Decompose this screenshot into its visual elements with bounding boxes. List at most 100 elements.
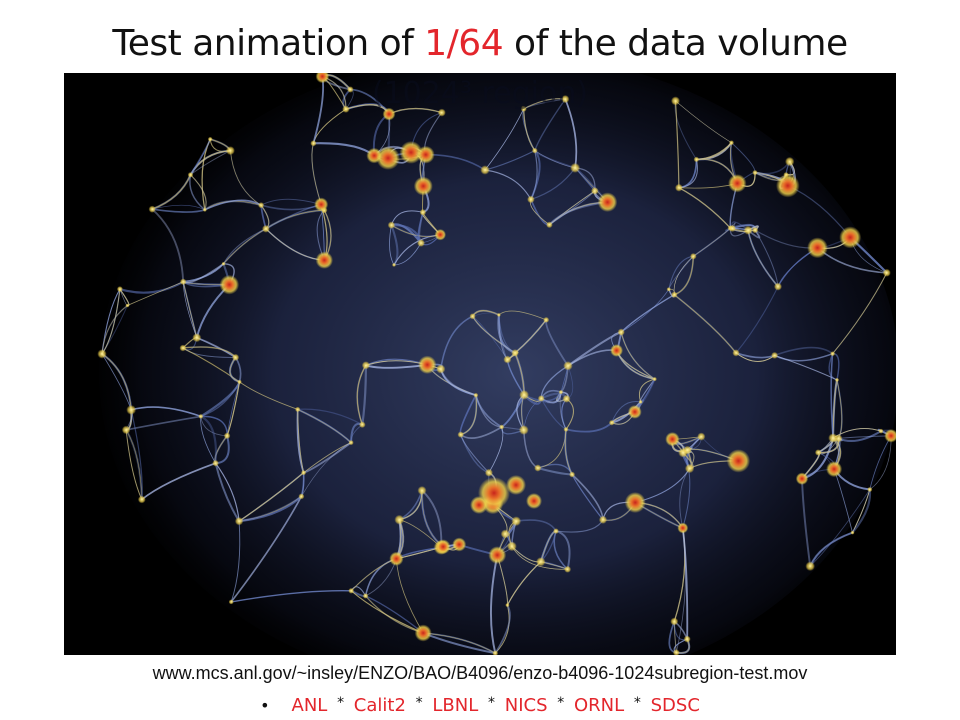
filament-bright [238, 472, 304, 522]
halo-node [728, 174, 747, 193]
halo-point [361, 361, 370, 370]
filament [238, 495, 303, 523]
halo-point [511, 349, 519, 357]
filament [564, 98, 578, 169]
filament-bright [297, 409, 305, 473]
filament [555, 530, 571, 570]
filament [682, 452, 691, 529]
halo-node [627, 405, 642, 419]
halo-point [563, 361, 573, 371]
halo-node [413, 176, 433, 196]
filament [681, 527, 689, 640]
halo-point [359, 421, 366, 429]
partner-list: • ANL * Calit2 * LBNL * NICS * ORNL * SDS… [0, 694, 960, 719]
filament [490, 554, 499, 654]
filament-bright [190, 174, 207, 210]
filament-bright [101, 305, 128, 354]
halo-point [179, 278, 187, 286]
filament [774, 346, 834, 357]
halo-point [591, 187, 599, 195]
halo-node [884, 429, 896, 443]
filament [214, 462, 240, 522]
filament [125, 415, 201, 431]
partner-lbnl: LBNL [432, 695, 479, 716]
halo-point [484, 468, 493, 477]
halo-point [417, 486, 427, 495]
halo-point [608, 419, 615, 426]
halo-point [683, 635, 691, 643]
halo-point [671, 96, 680, 106]
halo-node [624, 492, 646, 513]
halo-node [389, 551, 404, 566]
halo-point [666, 287, 671, 292]
filament [611, 401, 641, 423]
cosmic-web-image [64, 73, 896, 655]
halo-point [598, 515, 608, 524]
halo-point [683, 445, 692, 455]
halo-point [771, 351, 779, 359]
halo-point [728, 224, 737, 232]
halo-point [473, 392, 479, 398]
halo-node [677, 522, 689, 534]
halo-point [469, 313, 476, 320]
halo-point [882, 268, 891, 277]
halo-node [376, 146, 400, 170]
filament-bright [674, 294, 737, 354]
halo-point [519, 390, 529, 400]
filament-bright [506, 561, 542, 606]
halo-point [805, 561, 815, 571]
halo-point [732, 349, 740, 357]
halo-node [597, 192, 618, 212]
filament-bright [511, 546, 568, 570]
slide-subtitle: (1024³ region) [371, 76, 589, 111]
halo-point [387, 221, 396, 229]
halo-node [610, 344, 623, 357]
halo-point [850, 530, 855, 535]
halo-point [125, 303, 130, 308]
filament [200, 381, 241, 418]
separator-star: * [557, 695, 565, 711]
partner-calit2: Calit2 [353, 695, 406, 716]
halo-point [207, 136, 213, 142]
halo-point [534, 464, 542, 472]
halo-point [234, 517, 244, 526]
halo-point [693, 156, 700, 163]
halo-point [536, 557, 546, 567]
halo-point [671, 291, 678, 298]
filament [809, 489, 871, 567]
halo-point [774, 282, 782, 291]
halo-point [752, 169, 758, 176]
halo-point [348, 440, 354, 446]
separator-star: * [337, 695, 345, 711]
filament-bright [852, 489, 871, 533]
halo-point [301, 470, 307, 476]
filament [830, 353, 834, 439]
halo-point [436, 364, 446, 374]
halo-point [867, 486, 873, 493]
halo-point [148, 205, 156, 213]
halo-point [362, 593, 369, 599]
halo-point [232, 353, 240, 361]
filament [301, 442, 352, 497]
halo-point [751, 226, 759, 234]
filament [297, 408, 363, 426]
halo-node [435, 539, 451, 555]
central-cluster [470, 496, 488, 514]
filament-bright [678, 187, 731, 229]
filament-bright [151, 174, 192, 210]
filament-bright [182, 281, 198, 338]
filament [774, 354, 838, 381]
halo-point [492, 650, 499, 655]
filament-bright [223, 228, 267, 265]
slide-title: Test animation of 1/64 of the data volum… [0, 18, 960, 70]
filament [851, 489, 872, 534]
halo-point [563, 426, 569, 432]
filament-bright [125, 429, 143, 500]
halo-node [314, 197, 329, 212]
filament-bright [101, 353, 132, 410]
halo-node [434, 229, 446, 241]
halo-point [561, 95, 570, 104]
halo-point [221, 261, 226, 266]
halo-point [97, 349, 107, 359]
